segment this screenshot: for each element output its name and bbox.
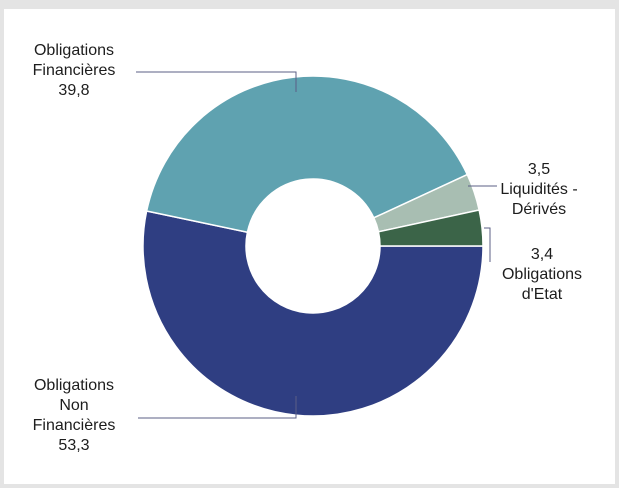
- slice-label-line: Obligations: [33, 42, 115, 59]
- slice-label-liquidites-derives: 3,5 Liquidités - Dérivés: [484, 160, 594, 220]
- leader-line-obligations-financieres: [136, 71, 297, 92]
- slice-label-line: Liquidités -: [500, 181, 578, 198]
- slice-label-line: Obligations: [501, 266, 583, 283]
- slice-obligations-non-financieres: [142, 210, 484, 417]
- slice-label-line: Financières: [32, 62, 116, 79]
- leader-line-obligations-d-etat: [484, 227, 491, 262]
- slice-label-obligations-financieres: Obligations Financières 39,8: [14, 41, 134, 101]
- slice-label-obligations-non-financieres: Obligations Non Financières 53,3: [14, 376, 134, 456]
- slice-obligations-financieres: [145, 75, 469, 234]
- slice-label-line: Obligations: [33, 377, 115, 394]
- slice-label-line: Dérivés: [511, 201, 567, 218]
- slice-label-obligations-d-etat: 3,4 Obligations d'Etat: [488, 245, 596, 305]
- slice-label-line: Non: [59, 397, 89, 414]
- slice-value-label: 53,3: [58, 437, 90, 454]
- slice-value-label: 39,8: [58, 82, 90, 99]
- slice-obligations-d-etat: [377, 209, 484, 247]
- slice-label-line: d'Etat: [521, 286, 563, 303]
- slice-value-label: 3,5: [527, 161, 551, 178]
- slice-value-label: 3,4: [530, 246, 554, 263]
- slice-label-line: Financières: [32, 417, 116, 434]
- leader-line-obligations-non-financieres: [138, 396, 297, 419]
